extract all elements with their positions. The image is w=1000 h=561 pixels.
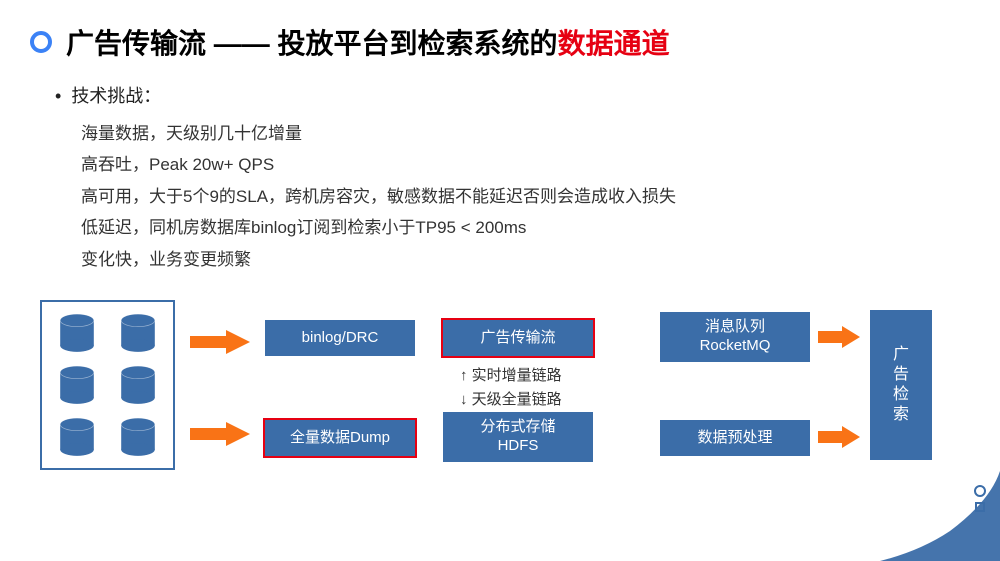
node-adstream: 广告传输流: [443, 320, 593, 356]
node-label: 广 告 检 索: [893, 345, 909, 425]
bullet-item: 低延迟，同机房数据库binlog订阅到检索小于TP95 < 200ms: [81, 212, 1000, 243]
bullet-item: 海量数据，天级别几十亿增量: [81, 118, 1000, 149]
node-search: 广 告 检 索: [870, 310, 932, 460]
title-highlight: 数据通道: [558, 28, 670, 59]
path-label-upper: ↑ 实时增量链路: [460, 364, 562, 385]
content-block: 技术挑战： 海量数据，天级别几十亿增量 高吞吐，Peak 20w+ QPS 高可…: [0, 62, 1000, 275]
node-mq: 消息队列 RocketMQ: [660, 312, 810, 362]
slide-title-row: 广告传输流 —— 投放平台到检索系统的数据通道: [0, 0, 1000, 62]
title-bullet-icon: [30, 31, 52, 53]
path-label-lower: ↓ 天级全量链路: [460, 388, 562, 409]
database-icon: [56, 312, 98, 354]
node-dump: 全量数据Dump: [265, 420, 415, 456]
arrow-icon: [190, 330, 250, 354]
corner-accent-icon: [880, 461, 1000, 561]
database-icon: [117, 312, 159, 354]
bullet-item: 高可用，大于5个9的SLA，跨机房容灾，敏感数据不能延迟否则会造成收入损失: [81, 181, 1000, 212]
node-binlog: binlog/DRC: [265, 320, 415, 356]
node-preproc: 数据预处理: [660, 420, 810, 456]
arrow-icon: [818, 426, 860, 448]
bullet-item: 变化快，业务变更频繁: [81, 244, 1000, 275]
node-hdfs: 分布式存储 HDFS: [443, 412, 593, 462]
flow-diagram: binlog/DRC 广告传输流 消息队列 RocketMQ 全量数据Dump …: [40, 300, 960, 500]
database-icon: [117, 364, 159, 406]
bullet-list: 海量数据，天级别几十亿增量 高吞吐，Peak 20w+ QPS 高可用，大于5个…: [55, 118, 1000, 275]
node-label: 消息队列 RocketMQ: [700, 318, 771, 356]
node-label: 全量数据Dump: [290, 429, 390, 448]
database-icon: [56, 416, 98, 458]
node-label: 分布式存储 HDFS: [480, 418, 555, 456]
database-icon: [117, 416, 159, 458]
node-label: binlog/DRC: [302, 329, 379, 348]
arrow-icon: [190, 422, 250, 446]
database-icon: [56, 364, 98, 406]
database-cluster: [40, 300, 175, 470]
bullet-item: 高吞吐，Peak 20w+ QPS: [81, 149, 1000, 180]
node-label: 数据预处理: [697, 429, 772, 448]
node-label: 广告传输流: [480, 329, 555, 348]
arrow-icon: [818, 326, 860, 348]
section-header: 技术挑战：: [55, 82, 1000, 108]
title-prefix: 广告传输流 —— 投放平台到检索系统的: [66, 28, 558, 59]
slide-title: 广告传输流 —— 投放平台到检索系统的数据通道: [66, 22, 670, 62]
